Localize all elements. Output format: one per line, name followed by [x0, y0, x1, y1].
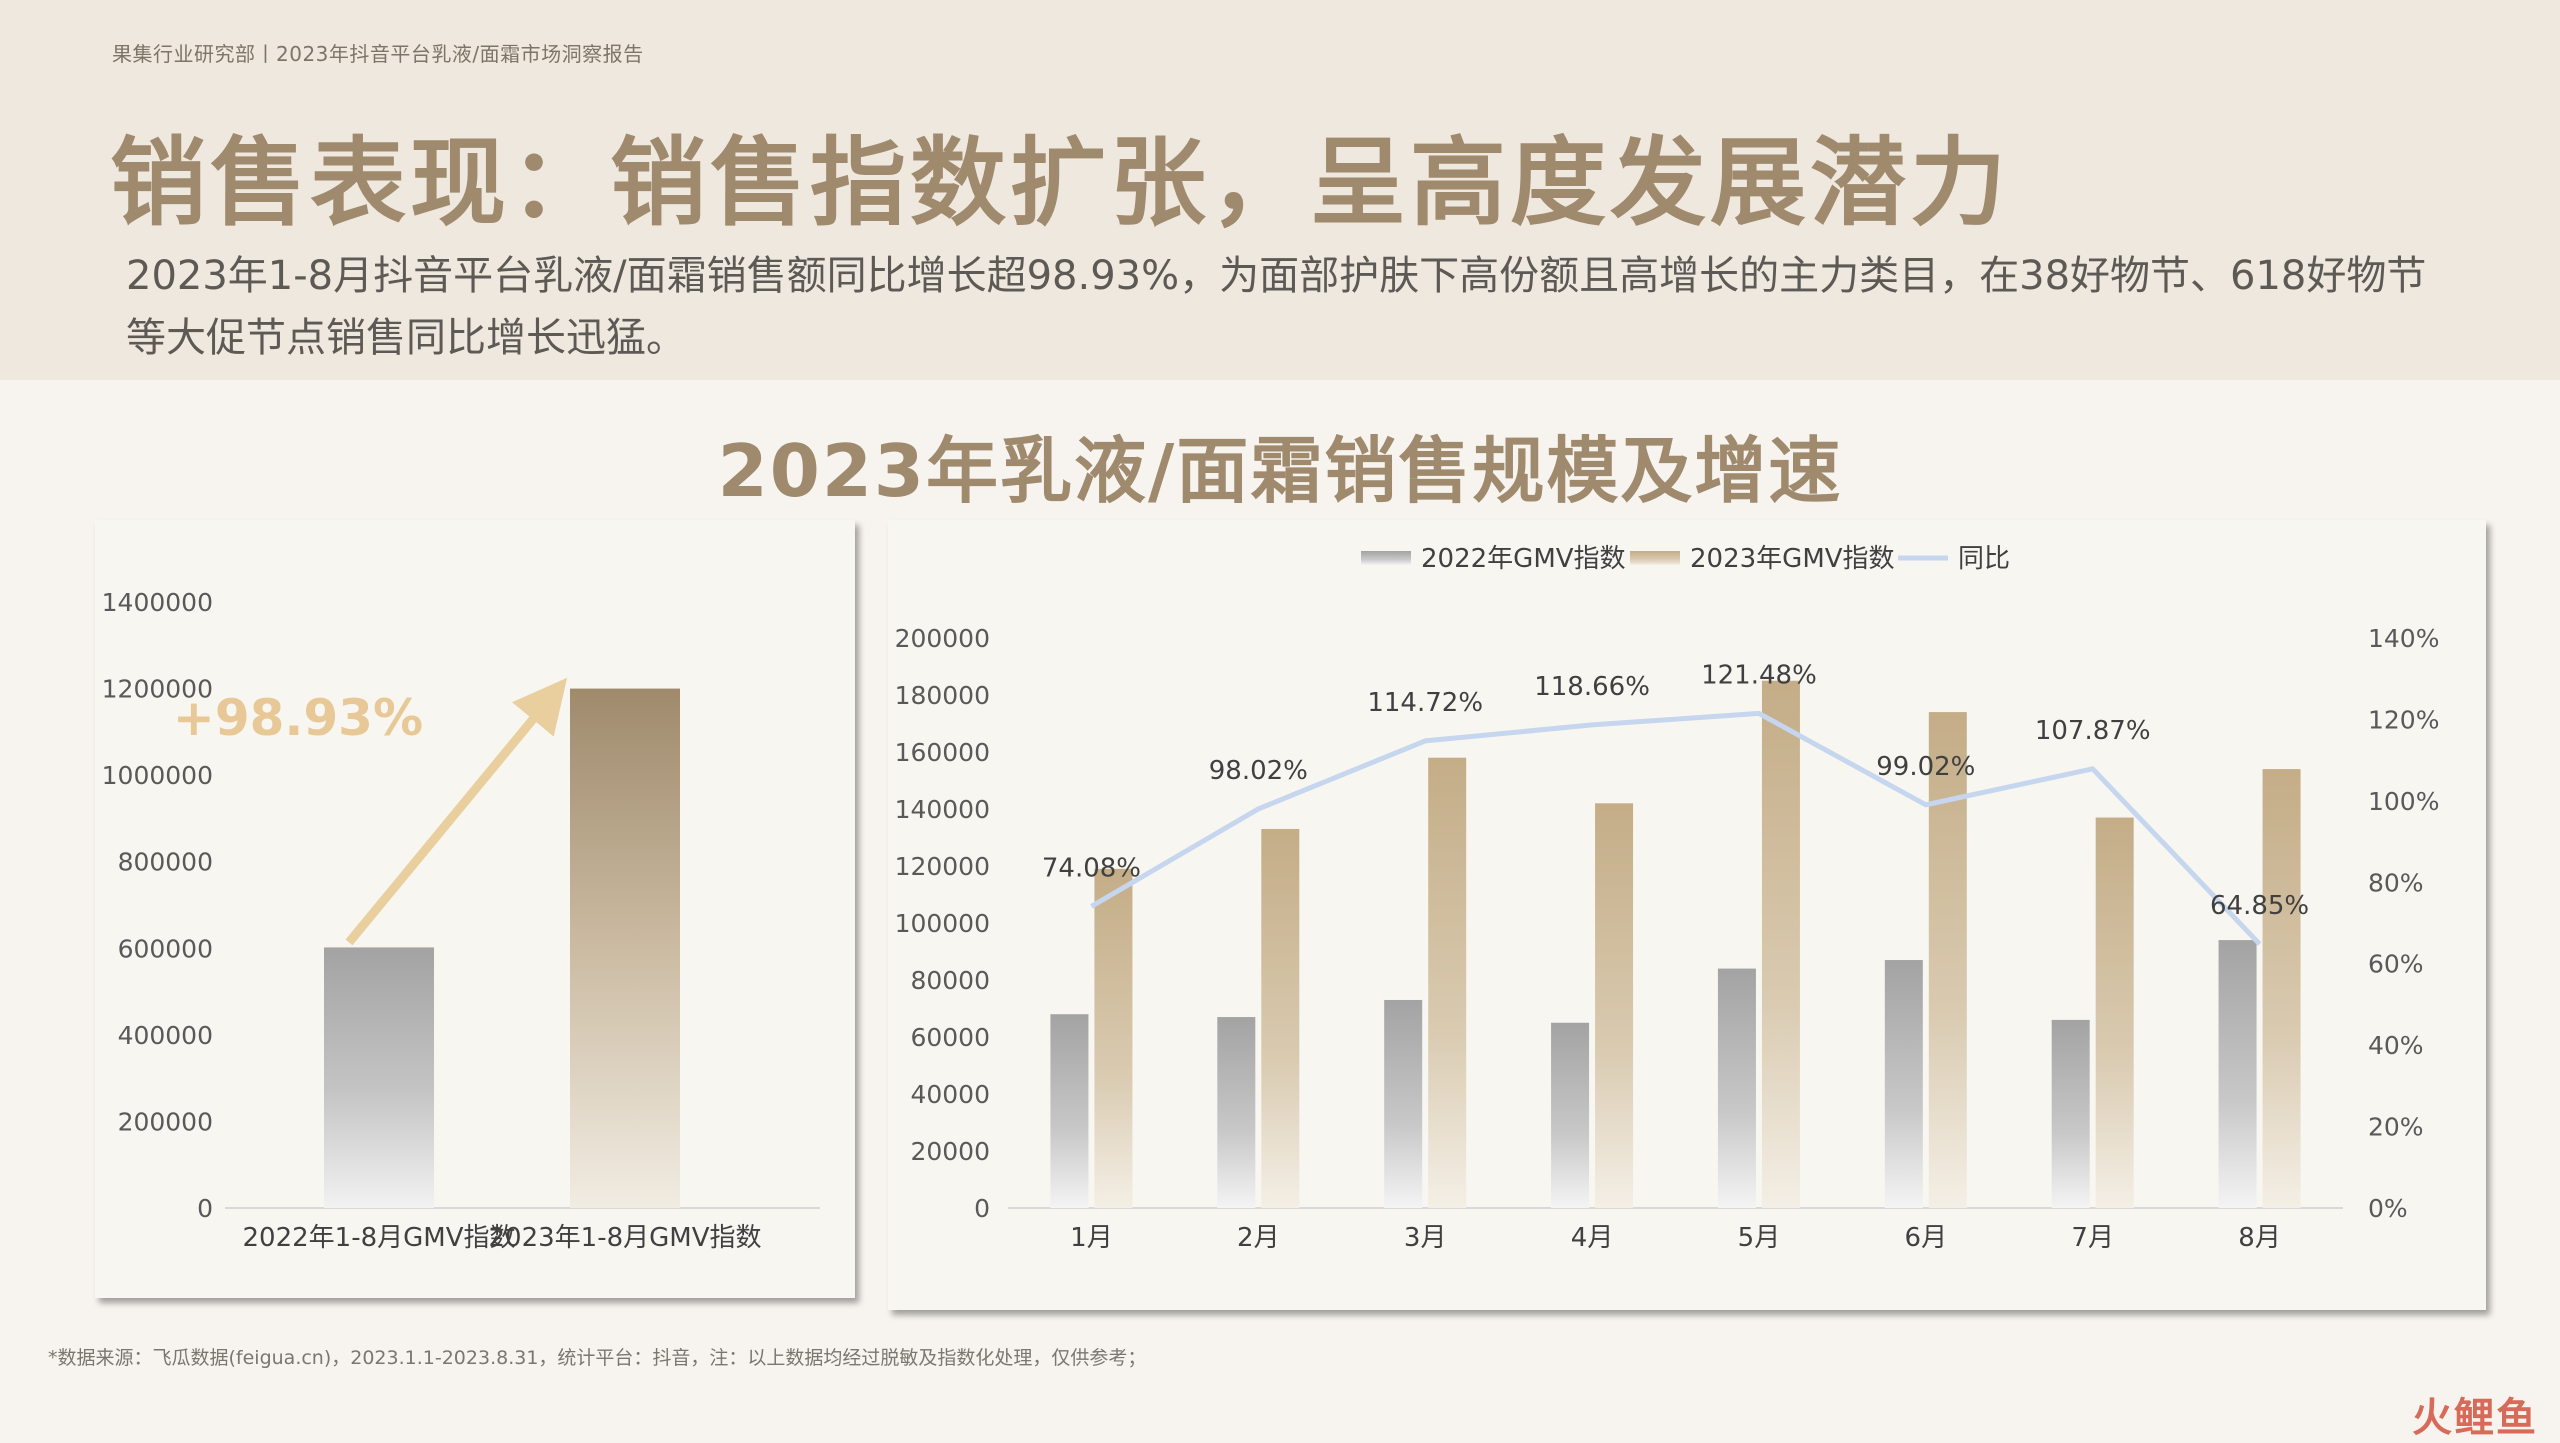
y-tick-label: 40000 [910, 1080, 990, 1109]
y-tick-label: 1000000 [102, 761, 213, 790]
y-tick-label: 160000 [895, 738, 990, 767]
bar-2023-8 [2262, 769, 2301, 1208]
bar-2022-1 [1050, 1014, 1089, 1208]
watermark-logo: 火鲤鱼 [2412, 1395, 2538, 1441]
y2-tick-label: 120% [2368, 705, 2439, 734]
y-tick-label: 1200000 [102, 675, 213, 704]
y-tick-label: 140000 [895, 795, 990, 824]
total-gmv-chart: 0 200000 400000 600000 800000 1000000 1200000 1… [102, 588, 820, 1253]
legend-swatch [1630, 551, 1680, 565]
x-tick-label: 7月 [2071, 1223, 2114, 1253]
yoy-data-label: 64.85% [2210, 891, 2309, 921]
y2-tick-label: 60% [2368, 950, 2424, 979]
legend-item: 2022年GMV指数 [1361, 544, 1626, 574]
x-tick-label: 2月 [1237, 1223, 1280, 1253]
x-tick-label: 5月 [1738, 1223, 1781, 1253]
x-tick-label: 6月 [1905, 1223, 1948, 1253]
yoy-data-label: 107.87% [2035, 716, 2151, 746]
y-tick-label: 20000 [910, 1137, 990, 1166]
bar-2022-5 [1717, 968, 1756, 1208]
x-tick-label: 3月 [1404, 1223, 1447, 1253]
yoy-data-label: 118.66% [1534, 672, 1650, 702]
bar-2023-2 [1261, 828, 1300, 1208]
bar-2023-5 [1761, 680, 1800, 1208]
yoy-data-label: 99.02% [1876, 752, 1975, 782]
header-band [0, 0, 2560, 380]
y2-tick-label: 0% [2368, 1194, 2408, 1223]
legend-label: 同比 [1958, 544, 2010, 574]
page-subtitle: 2023年1-8月抖音平台乳液/面霜销售额同比增长超98.93%，为面部护肤下高… [126, 253, 2427, 361]
y-tick-label: 200000 [118, 1107, 213, 1136]
x-tick-label: 1月 [1070, 1223, 1113, 1253]
y-tick-label: 120000 [895, 852, 990, 881]
x-tick-label: 8月 [2238, 1223, 2281, 1253]
total-gmv-chart-panel: 0 200000 400000 600000 800000 1000000 1200000 1… [95, 520, 855, 1298]
y2-tick-label: 40% [2368, 1031, 2424, 1060]
data-source-footnote: *数据来源：飞瓜数据(feigua.cn)，2023.1.1-2023.8.31… [48, 1347, 1147, 1369]
bar-2023-1 [1094, 868, 1133, 1208]
y2-tick-label: 140% [2368, 624, 2439, 653]
y-tick-label: 100000 [895, 909, 990, 938]
bar-2022-8 [2218, 940, 2257, 1208]
yoy-line [1090, 710, 2262, 946]
bar-2022-2 [1217, 1017, 1256, 1208]
legend-item: 同比 [1898, 544, 2010, 574]
x-tick-label: 2022年1-8月GMV指数 [242, 1223, 515, 1253]
legend-swatch [1361, 551, 1411, 565]
y-tick-label: 0 [197, 1194, 213, 1223]
growth-label: +98.93% [173, 689, 423, 747]
x-tick-label: 4月 [1571, 1223, 1614, 1253]
y2-tick-label: 80% [2368, 868, 2424, 897]
bar-2023-4 [1595, 803, 1634, 1208]
chart-title: 2023年乳液/面霜销售规模及增速 [717, 429, 1843, 513]
growth-arrow [345, 677, 568, 946]
y-tick-label: 0 [974, 1194, 990, 1223]
breadcrumb: 果集行业研究部丨2023年抖音平台乳液/面霜市场洞察报告 [112, 42, 644, 66]
bar-2022-7 [2051, 1019, 2090, 1208]
bar-2023-7 [2095, 817, 2134, 1208]
bar-2022-6 [1884, 960, 1923, 1208]
y-tick-label: 200000 [895, 624, 990, 653]
legend-label: 2022年GMV指数 [1421, 544, 1626, 574]
y-tick-label: 400000 [118, 1021, 213, 1050]
page-title: 销售表现：销售指数扩张，呈高度发展潜力 [110, 127, 2010, 239]
monthly-gmv-chart-panel: 2022年GMV指数 2023年GMV指数 同比 0 20000 40000 60000 8… [888, 520, 2486, 1310]
yoy-data-label: 121.48% [1701, 660, 1817, 690]
y-tick-label: 180000 [895, 681, 990, 710]
y-tick-label: 60000 [910, 1023, 990, 1052]
bar-2023-6 [1928, 712, 1967, 1208]
legend-item: 2023年GMV指数 [1630, 544, 1895, 574]
bar-2023-3 [1428, 757, 1467, 1208]
bar-2 [570, 688, 680, 1208]
y2-tick-label: 100% [2368, 787, 2439, 816]
y2-tick-label: 20% [2368, 1113, 2424, 1142]
monthly-gmv-chart: 2022年GMV指数 2023年GMV指数 同比 0 20000 40000 60000 8… [895, 544, 2440, 1253]
x-tick-label: 2023年1-8月GMV指数 [488, 1223, 761, 1253]
y-tick-label: 80000 [910, 966, 990, 995]
yoy-data-label: 98.02% [1209, 756, 1308, 786]
bar-1 [324, 947, 434, 1208]
bar-2022-4 [1551, 1022, 1590, 1208]
yoy-data-label: 74.08% [1042, 853, 1141, 883]
bar-2022-3 [1384, 999, 1423, 1208]
y-tick-label: 800000 [118, 848, 213, 877]
legend-label: 2023年GMV指数 [1690, 544, 1895, 574]
y-tick-label: 600000 [118, 934, 213, 963]
yoy-data-label: 114.72% [1367, 688, 1483, 718]
y-tick-label: 1400000 [102, 588, 213, 617]
